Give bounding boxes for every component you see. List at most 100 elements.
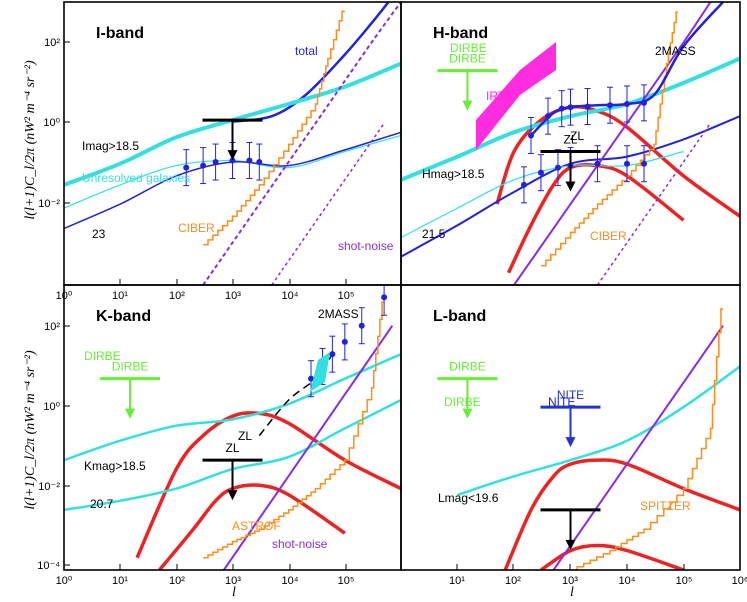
data-point — [641, 99, 648, 106]
series-total — [232, 2, 390, 123]
panel-title: K-band — [96, 308, 151, 325]
plot-area: DIRBE NITE — [437, 308, 740, 570]
annotation-dirbe: DIRBE — [444, 395, 481, 409]
data-point — [545, 113, 552, 120]
y-tick-label: 10⁰ — [43, 401, 60, 413]
annotation-ciber: CIBER — [590, 229, 627, 243]
y-tick-label: 10⁻⁴ — [37, 560, 60, 572]
x-axis-label-left: l — [232, 585, 236, 600]
x-tick-label: 10² — [505, 575, 521, 587]
upper-limit-label: ZL — [225, 441, 239, 455]
plot-area: ZL DIRBE — [401, 2, 740, 285]
upper-limit-label: ZL — [563, 133, 577, 147]
x-tick-label: 10¹ — [112, 575, 128, 587]
x-tick-label: 10⁵ — [338, 290, 355, 302]
annotation-kmag-18-5: Kmag>18.5 — [84, 459, 146, 473]
data-point — [246, 157, 253, 164]
panel-title: I-band — [96, 25, 144, 42]
upper-limit-label: DIRBE — [449, 52, 486, 66]
upper-limit-arrow — [227, 150, 238, 161]
annotation-imag-18-5: Imag>18.5 — [82, 139, 139, 153]
annotation-zl: ZL — [238, 429, 252, 443]
upper-limit-arrow — [462, 100, 473, 111]
panel-k-band: ZL DIRBE 10⁰ 10¹ 10² 10³ 10⁴ 10⁵ 10⁻⁴ 10⁻² 10⁰ 10² K… — [37, 284, 402, 587]
x-tick-label: 10¹ — [449, 575, 465, 587]
y-tick-label: 10⁰ — [43, 117, 60, 129]
data-point — [520, 181, 527, 188]
annotation-total: total — [295, 44, 318, 58]
data-point — [594, 160, 601, 167]
annotation-astrof: ASTROF — [232, 519, 281, 533]
annotation-irts: IRTS — [486, 89, 513, 103]
series-model-high — [135, 411, 401, 559]
data-point — [358, 322, 365, 329]
upper-limit-label: NITE — [557, 388, 584, 402]
panels: 10⁰ 10¹ 10² 10³ 10⁴ 10⁵ 10⁻² 10⁰ 10² I-band total I… — [37, 1, 747, 587]
x-tick-label: 10⁵ — [338, 575, 355, 587]
upper-limit-arrow — [565, 437, 576, 448]
annotation-dirbe: DIRBE — [450, 41, 487, 55]
data-point — [528, 132, 535, 139]
panel-h-band: ZLDIRBEH-bandDIRBEIRTS2MASSZLHmag>18.521… — [400, 1, 741, 286]
data-point — [554, 164, 561, 171]
annotation-2mass: 2MASS — [318, 307, 359, 321]
y-axis-label-bottom: l(l+1)C_l/2π (nW² m⁻⁴ sr⁻²) — [23, 350, 38, 510]
x-tick-label: 10⁴ — [282, 290, 299, 302]
y-tick-label: 10² — [44, 321, 60, 333]
data-point — [558, 105, 565, 112]
upper-limit-arrow — [565, 539, 576, 550]
data-point — [606, 102, 613, 109]
data-point — [212, 159, 219, 166]
series-shot-noise — [222, 325, 394, 570]
plot-area — [64, 2, 401, 285]
irts-region — [476, 42, 556, 150]
x-tick-label: 10¹ — [112, 290, 128, 302]
annotation-20-7: 20.7 — [90, 497, 114, 511]
data-point — [624, 160, 630, 167]
panel-title: H-band — [433, 25, 488, 42]
x-tick-label: 10⁴ — [282, 575, 299, 587]
annotation-spitzer: SPITZER — [640, 499, 691, 513]
y-tick-label: 10² — [44, 37, 60, 49]
upper-limit-arrow — [125, 408, 136, 419]
plot-area: ZL DIRBE — [64, 285, 401, 570]
series-ciber — [203, 10, 345, 246]
panel-title: L-band — [433, 308, 486, 325]
x-tick-label: 10⁰ — [56, 575, 73, 587]
annotation-23: 23 — [92, 227, 106, 241]
data-point — [584, 103, 591, 110]
series-spitzer — [570, 308, 723, 570]
panel-i-band: 10⁰ 10¹ 10² 10³ 10⁴ 10⁵10⁻²10⁰10²I-bandtotalI… — [38, 1, 402, 302]
annotation-nite: NITE — [548, 395, 575, 409]
data-point — [567, 104, 574, 111]
data-point — [229, 157, 236, 164]
data-point — [381, 294, 388, 301]
y-tick-label: 10⁻² — [38, 481, 60, 493]
x-tick-label: 10³ — [225, 575, 241, 587]
data-point — [200, 162, 207, 169]
series-model-high — [503, 458, 740, 570]
series-model-low — [540, 543, 685, 570]
annotation-hmag-18-5: Hmag>18.5 — [422, 167, 485, 181]
x-axis-label-right: l — [570, 585, 574, 600]
x-tick-label: 10³ — [562, 575, 578, 587]
series-kmag-18-5 — [64, 353, 401, 462]
data-point — [256, 159, 263, 166]
x-tick-label: 10² — [169, 290, 185, 302]
panel-l-band: DIRBE NITE 10¹ 10² 10³ 10⁴ 10⁵ 10⁶ L-band DIRBE NI… — [400, 284, 747, 587]
annotation-21-5: 21.5 — [422, 227, 446, 241]
data-point — [329, 351, 336, 358]
upper-limit-label: DIRBE — [112, 360, 149, 374]
y-tick-label: 10⁻² — [38, 198, 60, 210]
twomass-region — [310, 352, 330, 392]
series-shot-noise — [552, 325, 724, 570]
data-point — [537, 169, 544, 176]
annotation-dirbe: DIRBE — [84, 349, 121, 363]
x-tick-label: 10⁶ — [732, 575, 747, 587]
annotation-lmag-19-6: Lmag<19.6 — [438, 491, 499, 505]
upper-limit-label: DIRBE — [449, 360, 486, 374]
upper-limit-arrow — [462, 408, 473, 419]
y-axis-label-top: l(l+1)C_l/2π (nW² m⁻⁴ sr⁻²) — [23, 60, 38, 220]
annotation-2mass: 2MASS — [655, 44, 696, 58]
